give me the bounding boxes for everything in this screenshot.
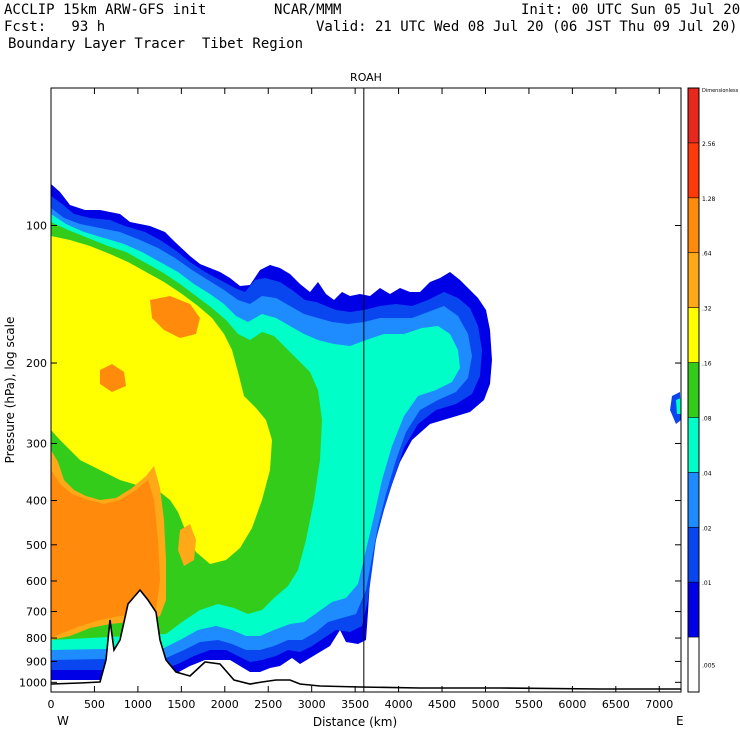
colorbar-segment	[688, 253, 699, 308]
colorbar-segment	[688, 198, 699, 253]
colorbar-label: .64	[702, 251, 712, 258]
x-tick-label: 500	[84, 698, 105, 711]
y-tick-label: 100	[26, 220, 47, 233]
colorbar-segment	[688, 527, 699, 582]
x-tick-label: 1500	[167, 698, 195, 711]
colorbar-segment	[688, 308, 699, 363]
colorbar-label: .08	[702, 415, 712, 422]
x-tick-label: 1000	[124, 698, 152, 711]
plot-area	[51, 88, 681, 692]
colorbar-label: .005	[702, 663, 716, 670]
x-tick-label: 4500	[428, 698, 456, 711]
colorbar-label: 2.56	[702, 141, 716, 148]
y-tick-label: 800	[26, 632, 47, 645]
colorbar-label: 1.28	[702, 196, 716, 203]
colorbar-segment-top	[688, 88, 699, 143]
colorbar-segment	[688, 637, 699, 692]
colorbar: Dimensionless 2.56 1.28 .64 .32 .16 .08 .04 .02.…	[688, 88, 739, 692]
colorbar-segment	[688, 582, 699, 637]
colorbar-label: .04	[702, 470, 712, 477]
colorbar-segment	[688, 417, 699, 472]
colorbar-label: .32	[702, 306, 712, 313]
y-tick-label: 700	[26, 606, 47, 619]
colorbar-unit-label: Dimensionless	[702, 88, 739, 94]
y-tick-label: 300	[26, 437, 47, 450]
chart-title: ROAH	[350, 71, 382, 84]
x-axis-west-label: W	[57, 714, 69, 728]
x-tick-label: 2500	[254, 698, 282, 711]
x-tick-label: 5000	[471, 698, 499, 711]
x-axis-east-label: E	[676, 714, 684, 728]
colorbar-label: .02	[702, 525, 712, 532]
y-axis-label: Pressure (hPa), log scale	[3, 317, 17, 464]
x-tick-label: 6500	[602, 698, 630, 711]
y-tick-label: 400	[26, 495, 47, 508]
x-tick-label: 0	[48, 698, 55, 711]
y-tick-label: 900	[26, 655, 47, 668]
colorbar-segment	[688, 472, 699, 527]
x-tick-label: 5500	[515, 698, 543, 711]
x-axis-label: Distance (km)	[313, 715, 397, 729]
colorbar-segment	[688, 143, 699, 198]
x-tick-label: 7000	[645, 698, 673, 711]
y-tick-label: 200	[26, 357, 47, 370]
x-tick-label: 3000	[298, 698, 326, 711]
x-tick-label: 4000	[385, 698, 413, 711]
y-tick-label: 500	[26, 539, 47, 552]
x-tick-label: 6000	[558, 698, 586, 711]
colorbar-label: .01	[702, 580, 712, 587]
y-tick-label: 1000	[19, 676, 47, 689]
colorbar-segment	[688, 363, 699, 418]
x-tick-label: 2000	[211, 698, 239, 711]
x-tick-label: 3500	[341, 698, 369, 711]
colorbar-label: .16	[702, 361, 712, 368]
y-tick-label: 600	[26, 575, 47, 588]
